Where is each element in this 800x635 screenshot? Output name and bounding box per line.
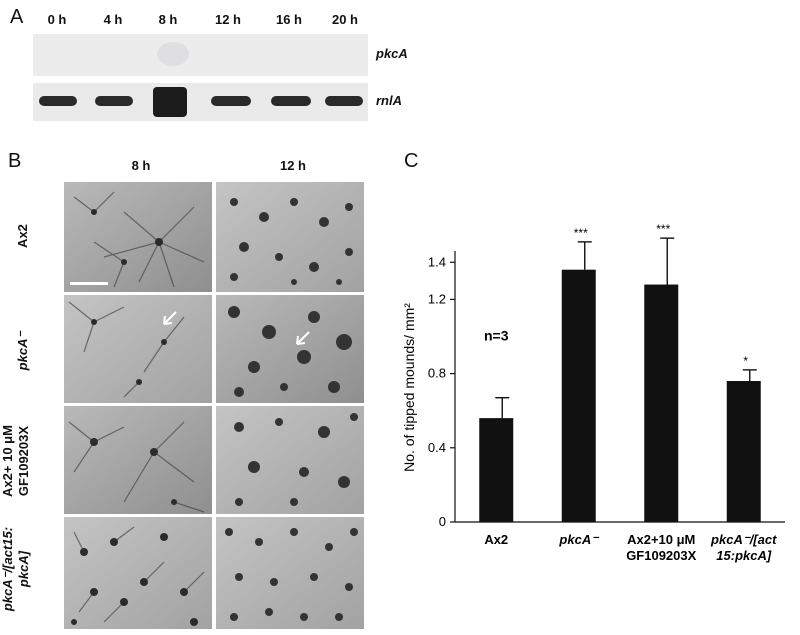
row-label-ax2: Ax2 <box>15 176 31 296</box>
significance-marker: *** <box>656 222 670 236</box>
y-tick-label: 1.2 <box>428 291 446 306</box>
gene-label-rnla: rnlA <box>376 93 402 108</box>
timepoint-label: 20 h <box>331 12 358 27</box>
x-category-label: pkcA⁻/[act <box>710 532 777 547</box>
row-label-pkca-rescue: pkcA⁻/[act15: pkcA] <box>0 509 32 629</box>
pkca-blot-strip <box>33 34 368 76</box>
micrograph-grid <box>64 182 364 629</box>
panel-b-letter: B <box>8 150 22 172</box>
y-tick-label: 0 <box>439 514 446 529</box>
micrograph-gf-8h <box>64 406 212 514</box>
row-label-line: pkcA⁻ <box>15 331 30 371</box>
column-header-12h: 12 h <box>279 158 306 173</box>
bar <box>561 269 596 522</box>
panel-c-chart: 0 0.4 0.8 1.2 1.4 No. of tipped mounds/ mm² Ax… <box>401 222 785 563</box>
sample-size-annotation: n=3 <box>484 327 509 343</box>
gene-label-pkca: pkcA <box>376 46 408 61</box>
rnla-blot-strip <box>33 83 368 121</box>
x-category-label: Ax2 <box>484 532 508 547</box>
panel-a-letter: A <box>10 6 24 28</box>
timepoint-label: 4 h <box>103 12 123 27</box>
row-label-line: GF109203X <box>16 425 31 497</box>
y-tick-label: 0.8 <box>428 366 446 381</box>
y-tick-label: 1.4 <box>428 254 446 269</box>
significance-marker: *** <box>574 226 588 240</box>
x-category-label: Ax2+10 μM <box>627 532 695 547</box>
timepoint-label: 8 h <box>158 12 178 27</box>
row-label-line: pkcA] <box>16 550 31 588</box>
bar <box>726 381 761 522</box>
significance-marker: * <box>743 354 748 368</box>
timepoint-label: 0 h <box>47 12 67 27</box>
row-label-line: Ax2 <box>15 224 30 248</box>
x-category-label: 15:pkcA] <box>716 548 772 563</box>
column-header-8h: 8 h <box>131 158 151 173</box>
micrograph-rescue-8h <box>64 517 212 629</box>
timepoint-label: 16 h <box>275 12 302 27</box>
row-label-line: pkcA⁻/[act15: <box>0 526 15 612</box>
micrograph-rescue-12h <box>216 517 364 629</box>
micrograph-ax2-8h <box>64 182 212 292</box>
arrow-icon <box>163 311 310 345</box>
bar <box>644 284 679 522</box>
bar <box>479 418 514 522</box>
x-category-label: pkcA⁻ <box>558 532 600 547</box>
x-category-label: GF109203X <box>626 548 696 563</box>
row-label-ax2-gf: Ax2+ 10 μM GF109203X <box>0 401 32 521</box>
micrograph-pkca-8h <box>64 295 212 403</box>
row-label-pkca-null: pkcA⁻ <box>15 291 31 411</box>
micrograph-ax2-12h <box>216 182 364 292</box>
y-axis-label: No. of tipped mounds/ mm² <box>401 303 417 472</box>
scale-bar <box>70 282 108 285</box>
timepoint-label: 12 h <box>214 12 241 27</box>
row-label-line: Ax2+ 10 μM <box>0 425 15 497</box>
y-tick-label: 0.4 <box>428 440 446 455</box>
panel-c-letter: C <box>404 150 419 172</box>
